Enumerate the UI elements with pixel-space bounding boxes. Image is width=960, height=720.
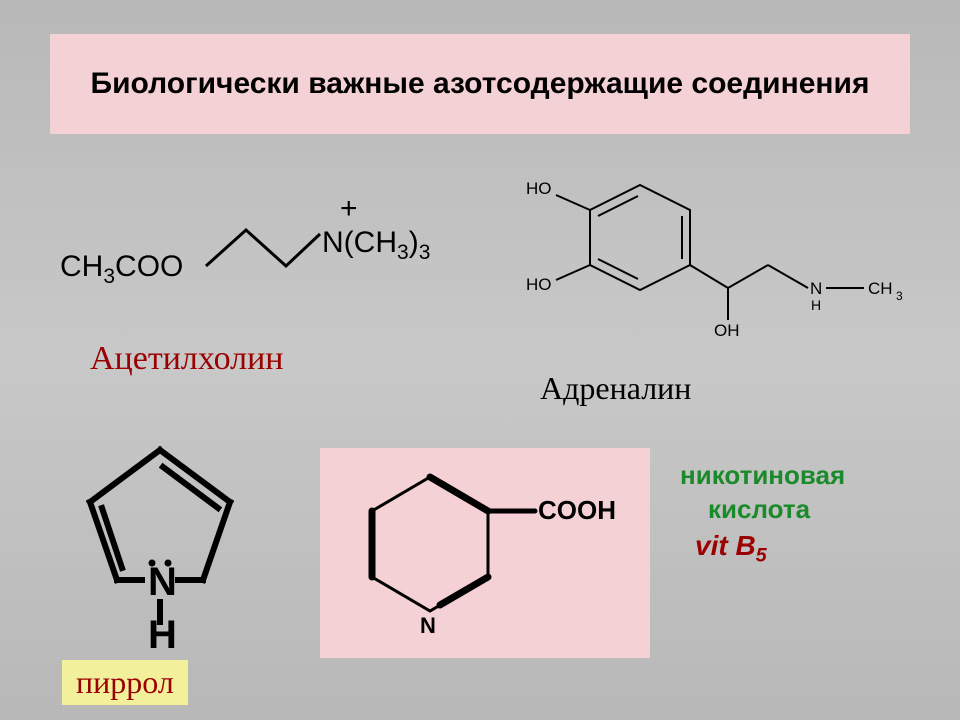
svg-text:HO: HO bbox=[526, 275, 552, 294]
svg-text:H: H bbox=[811, 297, 821, 313]
svg-text:N: N bbox=[148, 560, 177, 604]
svg-text:OH: OH bbox=[714, 321, 740, 340]
nicotinic-N: N bbox=[420, 613, 436, 638]
nicotinic-cooh: COOH bbox=[538, 495, 616, 525]
acetylcholine-bond-svg bbox=[198, 218, 328, 278]
acetylcholine-right-fragment: N(CH3)3 bbox=[322, 226, 430, 265]
adrenaline-label: Адреналин bbox=[540, 370, 691, 407]
svg-text:HO: HO bbox=[526, 179, 552, 198]
nicotinic-svg: N COOH bbox=[330, 455, 650, 655]
acetylcholine-left-fragment: CH3COO bbox=[60, 250, 183, 289]
svg-text:N: N bbox=[810, 279, 822, 298]
pyrrole-label: пиррол bbox=[62, 660, 188, 705]
nicotinic-label-1: никотиновая bbox=[680, 460, 845, 491]
svg-text:3: 3 bbox=[896, 289, 903, 303]
svg-text:H: H bbox=[148, 613, 177, 650]
svg-text:CH: CH bbox=[868, 279, 893, 298]
nicotinic-label-2: кислота bbox=[708, 494, 810, 525]
title-box: Биологически важные азотсодержащие соеди… bbox=[50, 34, 910, 134]
acetylcholine-charge: + bbox=[340, 192, 358, 226]
pyrrole-svg: N H bbox=[60, 430, 260, 650]
acetylcholine-label: Ацетилхолин bbox=[90, 340, 283, 378]
adrenaline-svg: HO HO OH N H CH 3 bbox=[490, 170, 910, 340]
nicotinic-vit: vit B5 bbox=[695, 530, 767, 568]
page-title: Биологически важные азотсодержащие соеди… bbox=[91, 65, 870, 103]
